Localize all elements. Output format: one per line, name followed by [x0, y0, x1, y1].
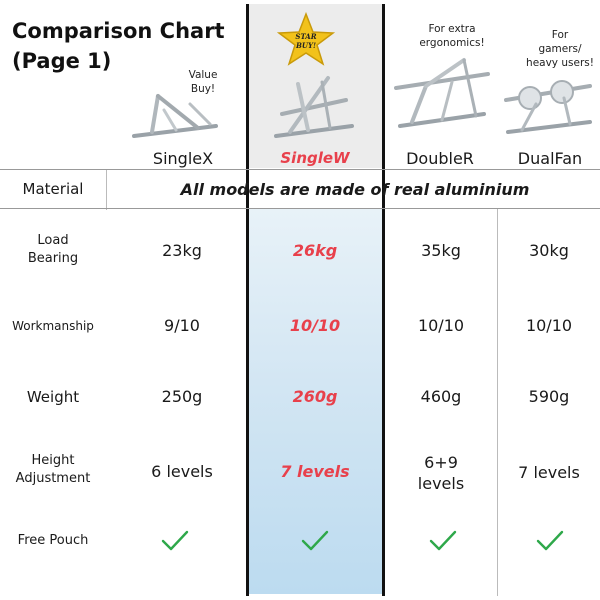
cell-height-singlex: 6 levels [151, 462, 213, 481]
check-icon-dualfan [536, 530, 564, 551]
row-label-workmanship: Workmanship [12, 319, 94, 333]
highlight-column-header-bg [248, 4, 383, 168]
product-name-singlex: SingleX [152, 149, 214, 168]
cell-work-dualfan: 10/10 [525, 316, 573, 335]
highlight-column-bg [248, 208, 383, 594]
cell-height-singlew: 7 levels [280, 462, 350, 481]
cell-height-doubler: 6+9 levels [417, 453, 465, 493]
badge-line1: STAR [295, 32, 316, 41]
stand-singlex-image [132, 94, 218, 138]
stand-doubler-image [394, 58, 490, 128]
row-label-load-bearing: Load Bearing [27, 233, 79, 266]
tagline-singlex: Value Buy! [188, 69, 218, 95]
cell-work-doubler: 10/10 [417, 316, 465, 335]
row-label-free-pouch: Free Pouch [17, 533, 89, 548]
highlight-right-border [382, 4, 385, 596]
tagline-dualfan: For gamers/ heavy users! [526, 29, 594, 69]
row-label-weight: Weight [26, 388, 80, 406]
cell-weight-dualfan: 590g [528, 387, 570, 406]
cell-height-dualfan: 7 levels [518, 463, 580, 482]
product-name-doubler: DoubleR [406, 149, 474, 168]
cell-weight-doubler: 460g [420, 387, 462, 406]
stand-dualfan-image [504, 80, 592, 134]
row-label-material: Material [22, 180, 84, 198]
star-buy-badge-icon: STAR BUY! [276, 12, 336, 66]
cell-work-singlew: 10/10 [289, 316, 341, 335]
product-name-singlew: SingleW [280, 149, 350, 167]
column-divider [497, 208, 498, 596]
page-title: Comparison Chart (Page 1) [12, 19, 225, 73]
check-icon-singlex [161, 530, 189, 551]
cell-load-singlex: 23kg [162, 241, 202, 260]
material-divider [106, 170, 107, 210]
tagline-doubler: For extra ergonomics! [419, 23, 485, 49]
highlight-left-border [246, 4, 249, 596]
header-bottom-line [0, 169, 600, 170]
stand-singlew-image [274, 76, 354, 138]
cell-work-singlex: 9/10 [164, 316, 200, 335]
cell-load-singlew: 26kg [292, 241, 338, 260]
check-icon-doubler [429, 530, 457, 551]
cell-weight-singlew: 260g [292, 387, 338, 406]
cell-load-doubler: 35kg [421, 241, 461, 260]
product-name-dualfan: DualFan [517, 149, 583, 168]
check-icon-singlew [301, 530, 329, 551]
cell-load-dualfan: 30kg [529, 241, 569, 260]
material-value: All models are made of real aluminium [180, 180, 530, 199]
badge-line2: BUY! [295, 41, 316, 50]
material-bottom-line [0, 208, 600, 209]
cell-weight-singlex: 250g [161, 387, 203, 406]
row-label-height-adjustment: Height Adjustment [15, 453, 91, 486]
